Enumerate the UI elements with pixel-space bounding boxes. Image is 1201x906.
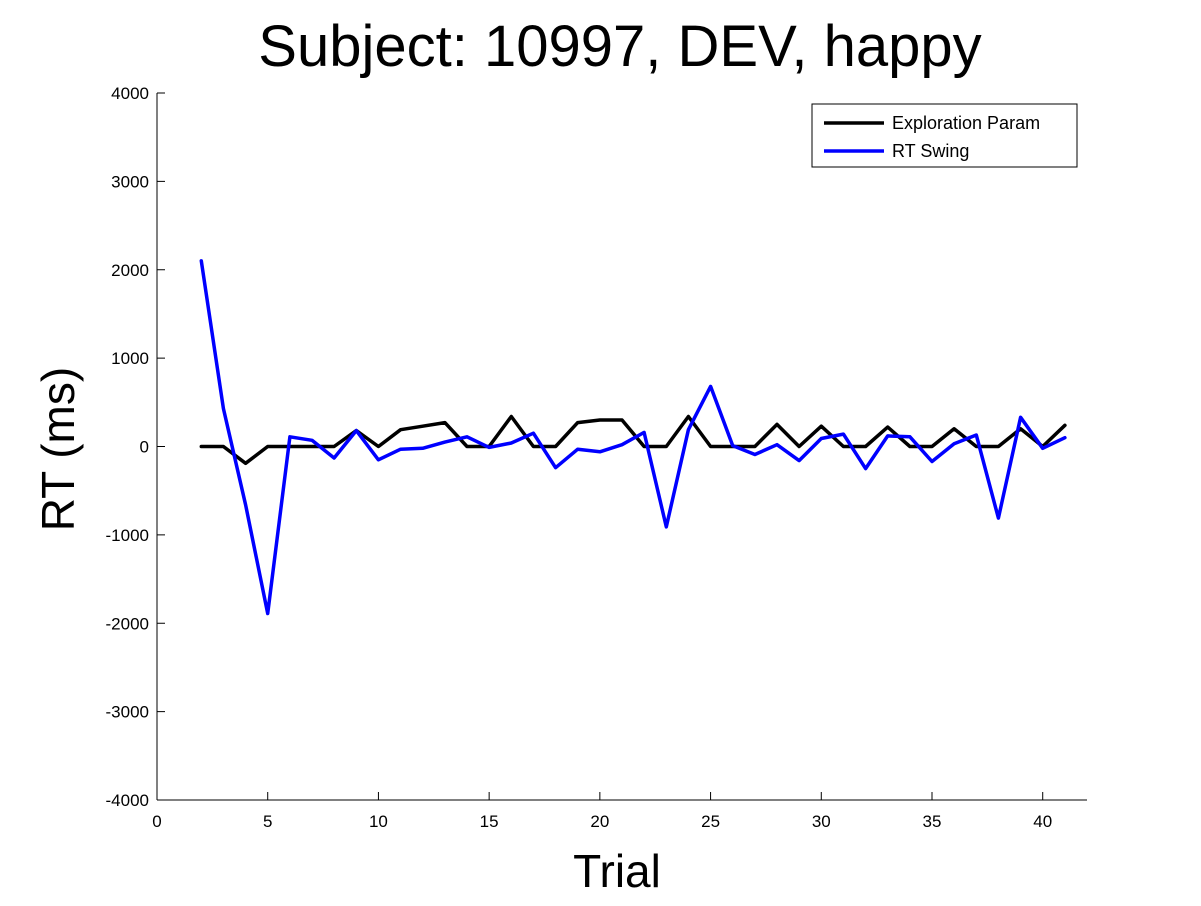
y-tick-label: 4000	[111, 84, 149, 103]
x-tick-label: 35	[923, 812, 942, 831]
y-axis-label: RT (ms)	[32, 367, 84, 531]
plot-series	[199, 259, 1067, 616]
x-tick-label: 25	[701, 812, 720, 831]
axes: 0 5 10 15 20 25 30 35 40 -4000 -3000 -2000 -1000 0 100…	[106, 84, 1087, 831]
x-tick-label: 20	[590, 812, 609, 831]
x-axis-label: Trial	[573, 845, 661, 897]
y-tick-label: 3000	[111, 172, 149, 191]
x-tick-label: 0	[152, 812, 161, 831]
x-tick-label: 15	[480, 812, 499, 831]
chart-title: Subject: 10997, DEV, happy	[258, 14, 981, 79]
y-tick-label: 0	[140, 438, 149, 457]
y-tick-label: -1000	[106, 526, 149, 545]
x-tick-label: 10	[369, 812, 388, 831]
x-tick-label: 40	[1033, 812, 1052, 831]
series-line-exploration-param	[199, 414, 1067, 466]
x-tick-label: 5	[263, 812, 272, 831]
y-tick-label: 1000	[111, 349, 149, 368]
legend-box	[811, 103, 1078, 168]
series-line-rt-swing	[199, 259, 1067, 616]
y-tick-label: -2000	[106, 614, 149, 633]
legend-label: Exploration Param	[892, 113, 1040, 133]
y-tick-label: 2000	[111, 261, 149, 280]
y-tick-label: -3000	[106, 703, 149, 722]
legend-label: RT Swing	[892, 141, 969, 161]
legend: Exploration Param RT Swing	[811, 103, 1078, 168]
x-tick-label: 30	[812, 812, 831, 831]
y-tick-label: -4000	[106, 791, 149, 810]
